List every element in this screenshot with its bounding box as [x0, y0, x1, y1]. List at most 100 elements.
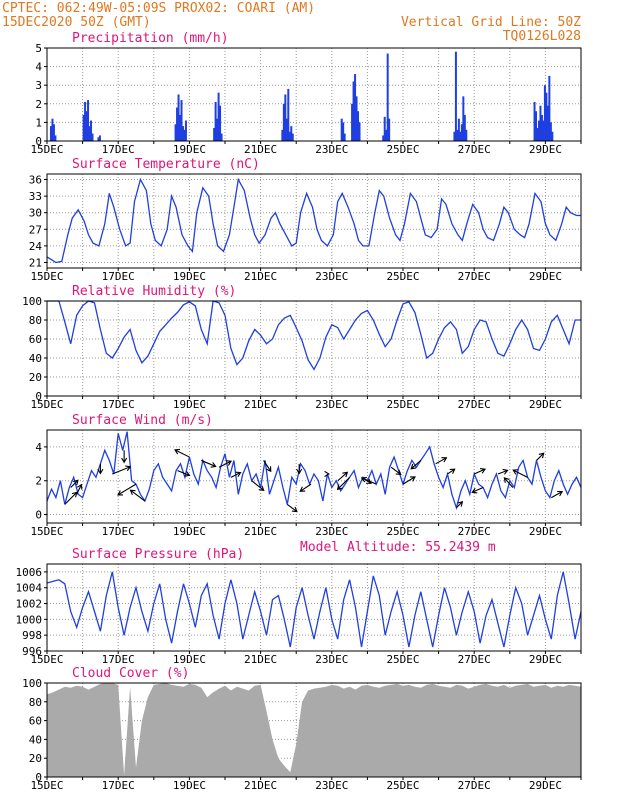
- precip-panel: Precipitation (mm/h) 0 1 2 3 4 5 15DEC 17DEC 19DE…: [30, 31, 582, 156]
- wind-arrow-shaft: [286, 503, 298, 513]
- precip-bar: [352, 81, 355, 141]
- wind-arrow-head: [336, 484, 343, 491]
- precip-bar: [343, 133, 346, 141]
- wind-xtick-label: 27DEC: [458, 525, 491, 538]
- wind-arrow-head: [457, 501, 464, 507]
- wind-arrow-shaft: [130, 489, 146, 502]
- precip-bar: [291, 133, 294, 141]
- header-station: CPTEC: 062:49W-05:09S PROX02: COARI (AM): [2, 1, 315, 16]
- wind-xtick-label: 17DEC: [102, 525, 135, 538]
- precip-xtick-label: 15DEC: [30, 143, 63, 156]
- precip-bar: [214, 101, 217, 141]
- precip-bar: [457, 118, 460, 141]
- wind-arrow-head: [235, 471, 242, 478]
- precip-bar: [220, 133, 223, 141]
- precip-bar: [97, 137, 100, 141]
- precip-bar: [84, 101, 87, 141]
- wind-arrow-head: [258, 485, 265, 491]
- precip-bar: [358, 122, 361, 141]
- wind-arrow-shaft: [402, 476, 416, 485]
- wind-arrow-shaft: [230, 472, 241, 478]
- temp-ytick-label: 24: [29, 240, 43, 253]
- precip-bar: [82, 114, 85, 141]
- rh-series-line: [47, 300, 581, 371]
- pressure-xtick-label: 17DEC: [102, 653, 135, 666]
- precip-xtick-label: 17DEC: [102, 143, 135, 156]
- temp-series-line: [46, 177, 581, 264]
- precip-bar: [354, 74, 357, 141]
- wind-arrow: [112, 465, 132, 475]
- precip-bar: [543, 85, 546, 141]
- precip-bar: [174, 124, 177, 141]
- wind-arrow: [336, 476, 350, 491]
- wind-arrow-head: [342, 471, 349, 478]
- precip-bar: [52, 124, 55, 141]
- precip-bar: [217, 92, 220, 141]
- pressure-xtick-label: 23DEC: [315, 653, 348, 666]
- precip-xtick-label: 19DEC: [173, 143, 206, 156]
- wind-arrow-shaft: [435, 457, 447, 465]
- rh-ytick-label: 100: [22, 295, 42, 308]
- wind-arrow-head: [174, 448, 181, 455]
- precip-bar: [460, 124, 463, 141]
- wind-arrow: [129, 489, 146, 502]
- temp-xtick-label: 23DEC: [315, 270, 348, 283]
- wind-arrow-head: [291, 506, 298, 513]
- rh-xtick-label: 25DEC: [386, 398, 419, 411]
- wind-arrow-head: [512, 469, 519, 475]
- temp-ytick-label: 21: [29, 256, 42, 269]
- wind-arrow-head: [441, 457, 448, 463]
- cloud-area: [47, 683, 581, 777]
- wind-arrow-head: [409, 476, 416, 482]
- cloud-frame: [46, 682, 582, 778]
- wind-arrow-head: [557, 490, 564, 497]
- pressure-xtick-label: 15DEC: [30, 653, 63, 666]
- precip-bar: [351, 103, 354, 141]
- wind-arrow-head: [210, 462, 217, 468]
- wind-arrow: [299, 483, 312, 492]
- wind-arrow-shaft: [337, 471, 348, 482]
- wind-arrow-shaft: [361, 477, 377, 485]
- cloud-ytick-label: 0: [35, 771, 42, 784]
- wind-arrow: [70, 479, 79, 488]
- cloud-xtick-label: 25DEC: [386, 779, 419, 792]
- wind-arrow: [497, 468, 509, 475]
- precip-bar: [219, 105, 222, 141]
- cloud-xtick-label: 23DEC: [315, 779, 348, 792]
- wind-arrow: [551, 490, 564, 499]
- wind-arrow: [251, 480, 265, 491]
- temp-ytick-label: 27: [29, 223, 42, 236]
- wind-arrow-head: [360, 476, 367, 483]
- pressure-series-line: [46, 571, 582, 648]
- pressure-ytick-label: 996: [22, 645, 42, 658]
- cloud-xtick-label: 21DEC: [244, 779, 277, 792]
- precip-ytick-label: 3: [35, 79, 42, 92]
- cloud-xtick-label: 27DEC: [458, 779, 491, 792]
- wind-arrow: [64, 491, 78, 505]
- rh-ytick-label: 60: [29, 333, 42, 346]
- cloud-xtick-label: 19DEC: [173, 779, 206, 792]
- precip-bar: [179, 114, 182, 141]
- precip-bar: [463, 114, 466, 141]
- wind-arrow: [473, 468, 486, 475]
- precip-bar: [385, 129, 388, 141]
- wind-arrow: [117, 483, 137, 496]
- wind-panel: Surface Wind (m/s) 0 2 4 15DEC 17DEC 19DEC 21DE…: [30, 413, 582, 538]
- wind-arrow: [471, 486, 484, 494]
- temp-ytick-label: 30: [29, 207, 42, 220]
- precip-bar: [537, 120, 540, 141]
- wind-arrow-shaft: [218, 460, 232, 468]
- precip-ytick-label: 2: [35, 98, 42, 111]
- temp-ytick-label: 33: [29, 190, 42, 203]
- precip-bar: [290, 126, 293, 141]
- wind-arrow-shaft: [177, 470, 190, 476]
- wind-arrow-head: [125, 465, 132, 472]
- wind-arrow-shaft: [503, 477, 514, 488]
- header-datetime: 15DEC2020 50Z (GMT): [2, 15, 151, 30]
- precip-bar: [548, 75, 551, 141]
- pressure-xtick-label: 19DEC: [173, 653, 206, 666]
- cloud-ytick-label: 100: [22, 677, 42, 690]
- wind-arrow-head: [226, 460, 233, 466]
- wind-arrow-shaft: [472, 486, 484, 493]
